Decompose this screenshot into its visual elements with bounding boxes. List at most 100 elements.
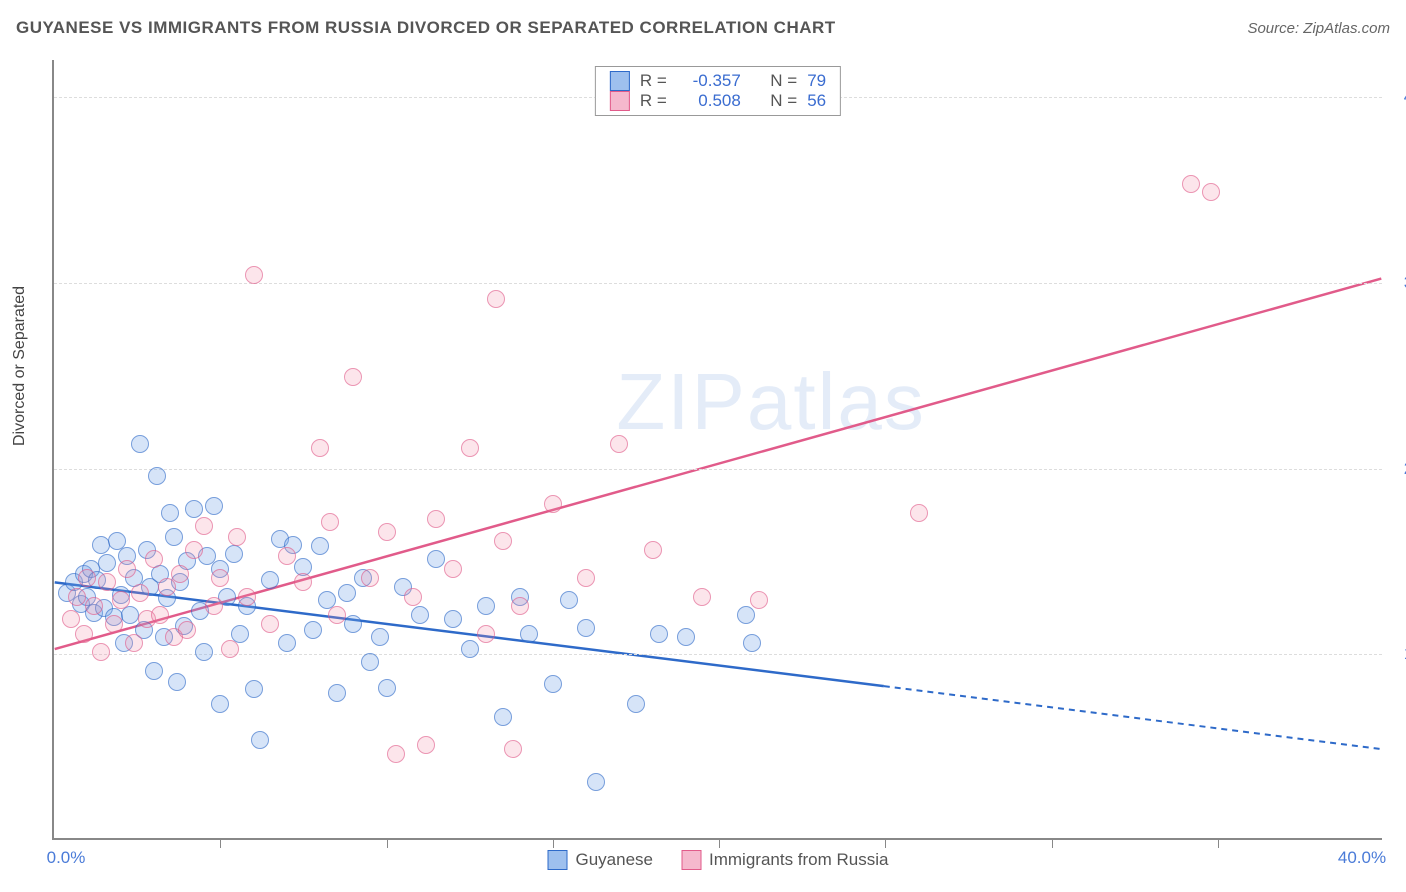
legend-item-guyanese: Guyanese <box>548 850 654 870</box>
data-point <box>121 606 139 624</box>
y-tick-label: 40.0% <box>1392 87 1406 107</box>
trend-lines <box>54 60 1382 838</box>
data-point <box>165 528 183 546</box>
watermark-bold: ZIP <box>616 357 746 446</box>
x-tick <box>553 838 554 848</box>
data-point <box>1202 183 1220 201</box>
data-point <box>251 731 269 749</box>
data-point <box>344 368 362 386</box>
data-point <box>278 547 296 565</box>
data-point <box>328 606 346 624</box>
data-point <box>693 588 711 606</box>
data-point <box>304 621 322 639</box>
data-point <box>743 634 761 652</box>
data-point <box>125 634 143 652</box>
data-point <box>627 695 645 713</box>
y-axis-label: Divorced or Separated <box>11 286 29 446</box>
data-point <box>378 679 396 697</box>
data-point <box>85 597 103 615</box>
x-tick <box>387 838 388 848</box>
data-point <box>444 610 462 628</box>
data-point <box>387 745 405 763</box>
data-point <box>560 591 578 609</box>
data-point <box>361 653 379 671</box>
n-label: N = <box>770 91 797 111</box>
scatter-plot: ZIPatlas R = -0.357 N = 79 R = 0.508 N =… <box>52 60 1382 840</box>
swatch-guyanese-bottom <box>548 850 568 870</box>
data-point <box>161 504 179 522</box>
legend-label-guyanese: Guyanese <box>576 850 654 870</box>
data-point <box>338 584 356 602</box>
x-tick <box>885 838 886 848</box>
data-point <box>587 773 605 791</box>
data-point <box>245 266 263 284</box>
watermark: ZIPatlas <box>616 356 925 448</box>
data-point <box>211 695 229 713</box>
correlation-legend: R = -0.357 N = 79 R = 0.508 N = 56 <box>595 66 841 116</box>
data-point <box>185 500 203 518</box>
data-point <box>185 541 203 559</box>
data-point <box>577 619 595 637</box>
data-point <box>131 584 149 602</box>
data-point <box>245 680 263 698</box>
data-point <box>195 643 213 661</box>
data-point <box>62 610 80 628</box>
data-point <box>511 597 529 615</box>
data-point <box>195 517 213 535</box>
data-point <box>494 532 512 550</box>
data-point <box>544 675 562 693</box>
y-tick-label: 10.0% <box>1392 644 1406 664</box>
data-point <box>145 662 163 680</box>
data-point <box>92 536 110 554</box>
r-value-russia: 0.508 <box>677 91 741 111</box>
data-point <box>411 606 429 624</box>
data-point <box>168 673 186 691</box>
data-point <box>238 588 256 606</box>
chart-title: GUYANESE VS IMMIGRANTS FROM RUSSIA DIVOR… <box>16 18 836 38</box>
x-tick-label: 0.0% <box>47 848 86 868</box>
gridline-h <box>54 654 1382 655</box>
data-point <box>221 640 239 658</box>
data-point <box>145 550 163 568</box>
data-point <box>311 537 329 555</box>
data-point <box>1182 175 1200 193</box>
data-point <box>131 435 149 453</box>
data-point <box>544 495 562 513</box>
data-point <box>112 591 130 609</box>
data-point <box>68 588 86 606</box>
gridline-h <box>54 469 1382 470</box>
swatch-russia-bottom <box>681 850 701 870</box>
data-point <box>98 573 116 591</box>
data-point <box>417 736 435 754</box>
data-point <box>577 569 595 587</box>
r-label: R = <box>640 71 667 91</box>
legend-label-russia: Immigrants from Russia <box>709 850 888 870</box>
data-point <box>371 628 389 646</box>
data-point <box>75 625 93 643</box>
data-point <box>504 740 522 758</box>
x-tick <box>220 838 221 848</box>
n-value-russia: 56 <box>807 91 826 111</box>
n-label: N = <box>770 71 797 91</box>
data-point <box>228 528 246 546</box>
data-point <box>118 560 136 578</box>
data-point <box>211 569 229 587</box>
data-point <box>461 640 479 658</box>
data-point <box>294 573 312 591</box>
data-point <box>205 597 223 615</box>
y-tick-label: 30.0% <box>1392 273 1406 293</box>
data-point <box>477 625 495 643</box>
data-point <box>148 467 166 485</box>
data-point <box>261 615 279 633</box>
x-tick <box>1218 838 1219 848</box>
data-point <box>361 569 379 587</box>
data-point <box>650 625 668 643</box>
data-point <box>610 435 628 453</box>
data-point <box>171 565 189 583</box>
swatch-russia <box>610 91 630 111</box>
data-point <box>311 439 329 457</box>
chart-header: GUYANESE VS IMMIGRANTS FROM RUSSIA DIVOR… <box>16 18 1390 38</box>
data-point <box>344 615 362 633</box>
series-legend: Guyanese Immigrants from Russia <box>548 850 889 870</box>
x-tick-label: 40.0% <box>1338 848 1386 868</box>
